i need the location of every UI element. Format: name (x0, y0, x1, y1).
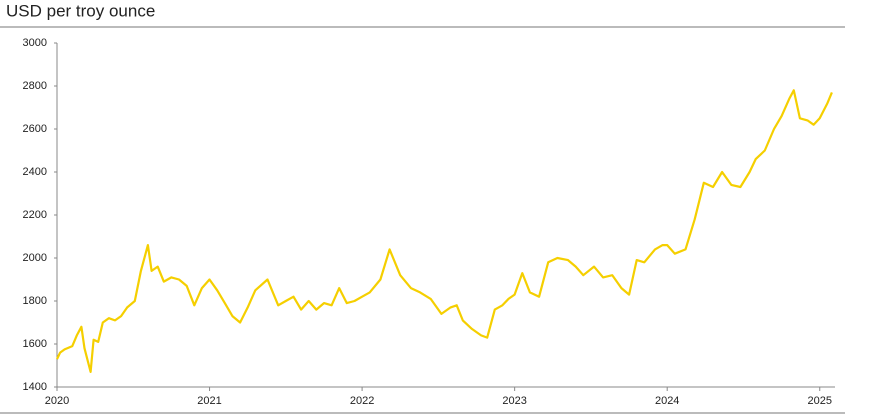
y-tick-label: 2400 (23, 166, 47, 178)
y-tick-label: 2000 (23, 252, 47, 264)
y-tick-label: 2200 (23, 209, 47, 221)
x-tick-label: 2025 (808, 395, 832, 407)
y-tick-label: 2600 (23, 123, 47, 135)
chart-title: USD per troy ounce (6, 1, 155, 20)
y-tick-label: 1600 (23, 338, 47, 350)
x-tick-label: 2022 (350, 395, 374, 407)
y-tick-label: 1800 (23, 295, 47, 307)
y-tick-label: 3000 (23, 37, 47, 49)
x-tick-label: 2024 (655, 395, 679, 407)
y-tick-label: 1400 (23, 381, 47, 393)
x-tick-label: 2020 (45, 395, 69, 407)
y-tick-label: 2800 (23, 80, 47, 92)
price-line (56, 89, 833, 373)
x-tick-label: 2023 (502, 395, 526, 407)
x-tick-label: 2021 (197, 395, 221, 407)
